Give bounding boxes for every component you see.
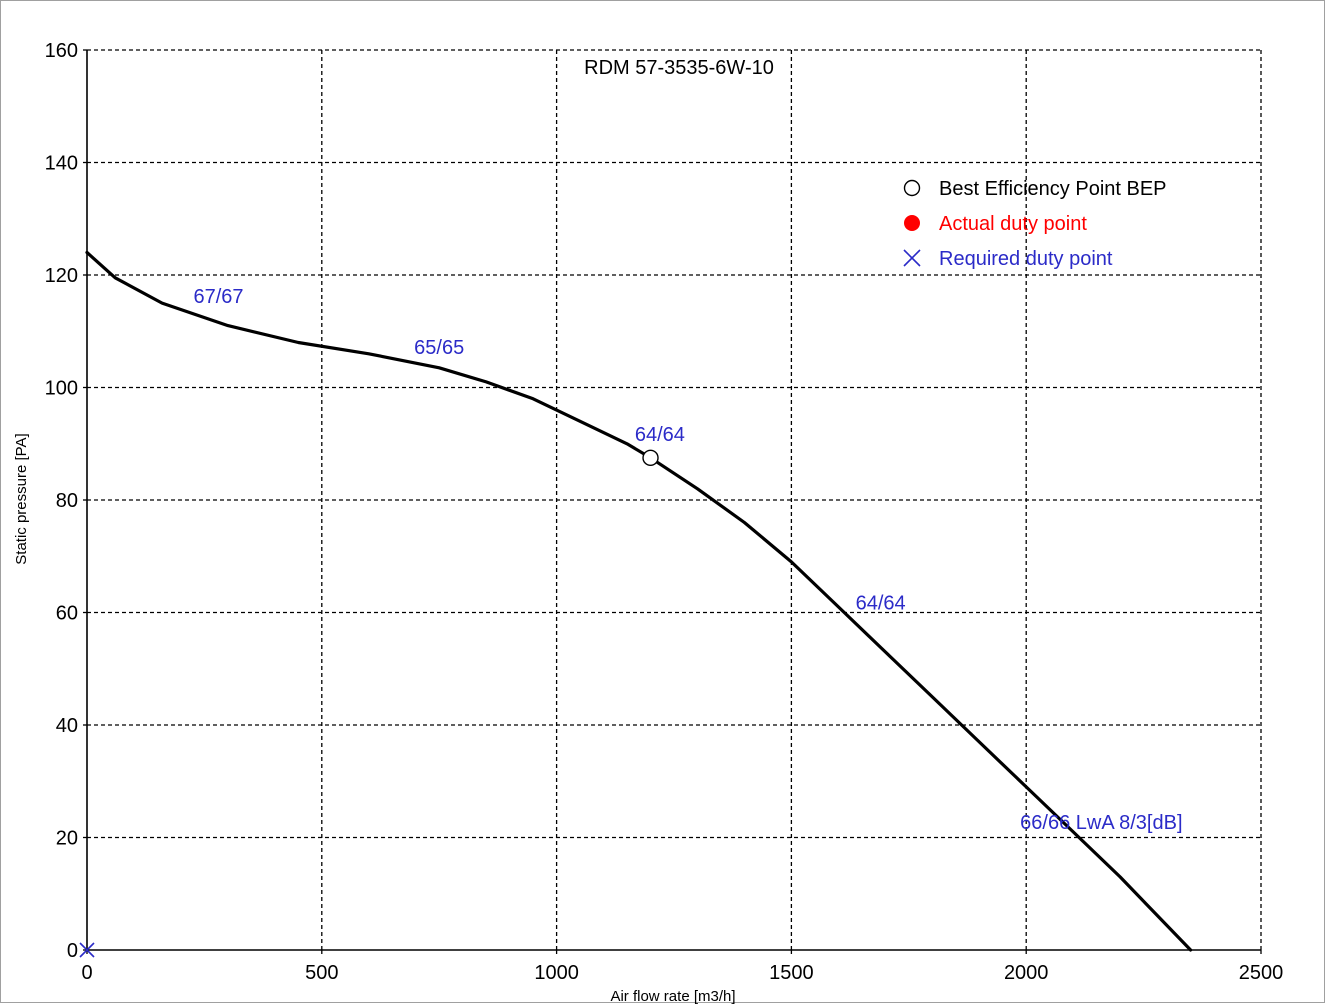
grid	[87, 49, 1262, 950]
legend-label: Required duty point	[939, 248, 1113, 270]
y-axis-label: Static pressure [PA]	[13, 433, 30, 564]
sound-level-annotation: 66/66 LwA 8/3[dB]	[1020, 812, 1182, 834]
x-tick-label: 2500	[1239, 962, 1284, 984]
y-tick-label: 0	[67, 940, 78, 962]
bep-marker	[642, 449, 659, 467]
y-axis-ticks: 0 20 40 60 80 100 120 140 160	[45, 40, 87, 962]
annotations: 67/67 65/65 64/64 64/64 66/66 LwA 8/3[dB]	[193, 286, 1182, 834]
sound-level-annotation: 64/64	[635, 424, 685, 446]
x-tick-label: 2000	[1004, 962, 1049, 984]
x-tick-label: 0	[81, 962, 92, 984]
x-tick-label: 1000	[534, 962, 579, 984]
chart-title: RDM 57-3535-6W-10	[584, 57, 774, 79]
y-tick-label: 60	[56, 603, 78, 625]
x-tick-label: 500	[305, 962, 338, 984]
legend-label: Best Efficiency Point BEP	[939, 178, 1167, 200]
x-axis-ticks: 0 500 1000 1500 2000 2500	[81, 950, 1283, 984]
y-tick-label: 80	[56, 490, 78, 512]
x-axis-label: Air flow rate [m3/h]	[610, 988, 735, 1004]
y-tick-label: 20	[56, 828, 78, 850]
y-tick-label: 100	[45, 378, 78, 400]
legend: Best Efficiency Point BEP Actual duty poi…	[903, 178, 1167, 270]
legend-filled-circle-icon	[904, 215, 920, 231]
legend-label: Actual duty point	[939, 213, 1087, 235]
fan-curve-line	[85, 250, 1193, 952]
y-tick-label: 120	[45, 265, 78, 287]
y-tick-label: 140	[45, 153, 78, 175]
required-duty-point-marker	[79, 942, 95, 958]
legend-x-icon	[903, 249, 921, 267]
y-tick-label: 40	[56, 715, 78, 737]
sound-level-annotation: 65/65	[414, 337, 464, 359]
legend-open-circle-icon	[903, 179, 921, 197]
sound-level-annotation: 64/64	[856, 593, 906, 615]
x-tick-label: 1500	[769, 962, 814, 984]
series-layer	[79, 250, 1193, 958]
sound-level-annotation: 67/67	[193, 286, 243, 308]
y-tick-label: 160	[45, 40, 78, 62]
